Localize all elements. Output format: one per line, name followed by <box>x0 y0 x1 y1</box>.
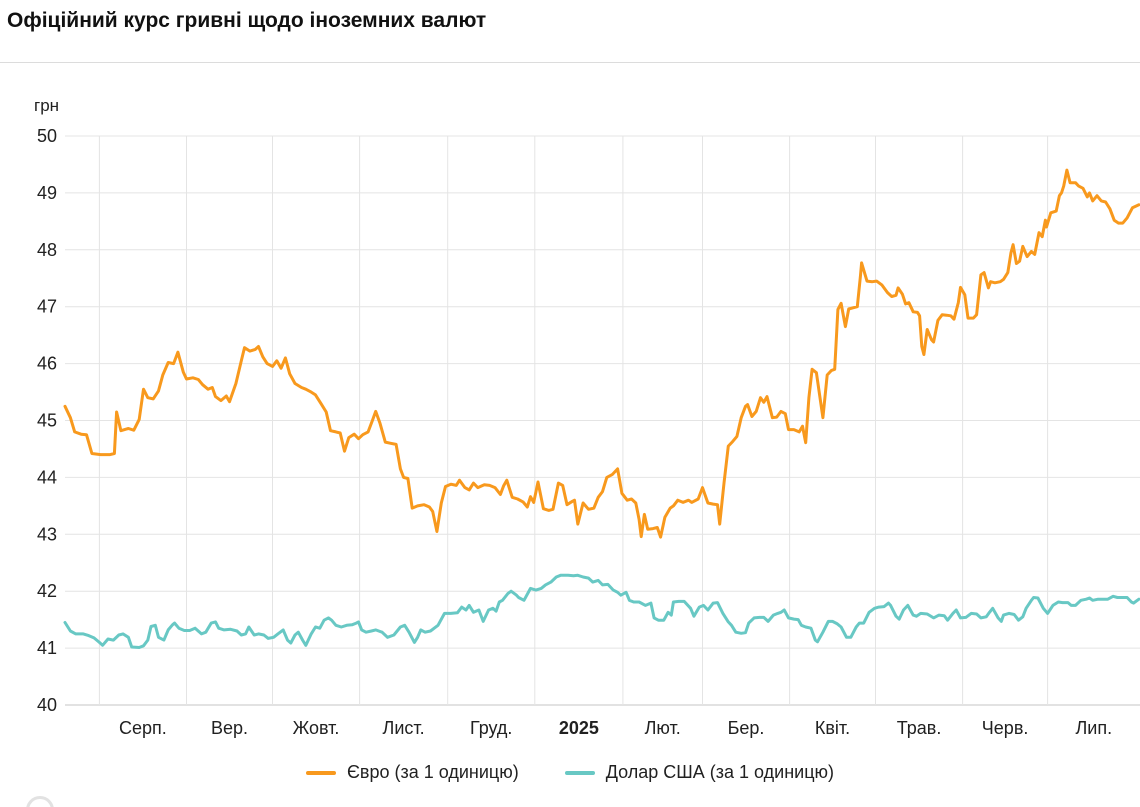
y-tick-label: 50 <box>37 126 57 146</box>
y-tick-label: 40 <box>37 695 57 715</box>
y-tick-label: 48 <box>37 240 57 260</box>
x-tick-label: Бер. <box>728 718 765 738</box>
y-tick-label: 42 <box>37 581 57 601</box>
x-tick-label: Жовт. <box>293 718 340 738</box>
series-line-usd[interactable] <box>63 573 1140 649</box>
y-tick-label: 46 <box>37 354 57 374</box>
legend-label-euro: Євро (за 1 одиницю) <box>346 762 519 782</box>
y-tick-label: 45 <box>37 411 57 431</box>
x-tick-label: Груд. <box>470 718 512 738</box>
legend-item-usd[interactable]: Долар США (за 1 одиницю) <box>564 762 835 783</box>
y-tick-label: 44 <box>37 467 57 487</box>
title-divider <box>0 62 1140 63</box>
x-tick-label: Лют. <box>645 718 681 738</box>
x-tick-label: Квіт. <box>815 718 850 738</box>
x-tick-label: 2025 <box>559 718 599 738</box>
usd-line-swatch <box>564 770 595 775</box>
page-title: Офіційний курс гривні щодо іноземних вал… <box>7 9 487 32</box>
x-tick-label: Лип. <box>1075 718 1112 738</box>
y-tick-label: 41 <box>37 638 57 658</box>
x-tick-label: Черв. <box>982 718 1029 738</box>
series-line-euro[interactable] <box>63 168 1140 539</box>
x-tick-label: Лист. <box>383 718 425 738</box>
chart-legend: Євро (за 1 одиницю) Долар США (за 1 один… <box>0 762 1140 783</box>
y-tick-label: 49 <box>37 183 57 203</box>
y-axis-unit-label: грн <box>34 96 59 115</box>
x-tick-label: Трав. <box>897 718 942 738</box>
legend-item-euro[interactable]: Євро (за 1 одиницю) <box>305 762 519 783</box>
legend-label-usd: Долар США (за 1 одиницю) <box>605 762 835 782</box>
x-tick-label: Серп. <box>119 718 167 738</box>
y-tick-label: 43 <box>37 524 57 544</box>
euro-line-swatch <box>305 770 336 775</box>
x-tick-label: Вер. <box>211 718 248 738</box>
y-tick-label: 47 <box>37 297 57 317</box>
